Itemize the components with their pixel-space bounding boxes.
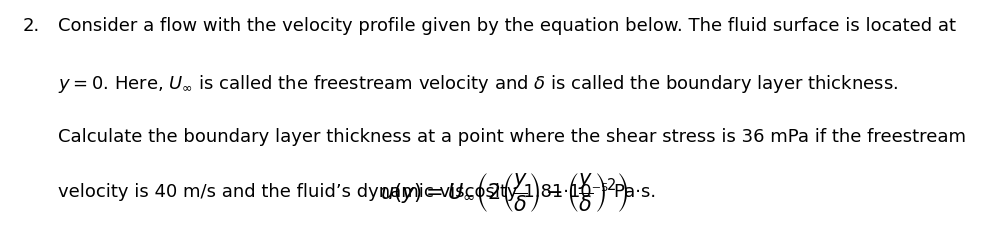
Text: $u(y) = U_{\infty}\left(2\left(\dfrac{y}{\delta}\right) - \left(\dfrac{y}{\delta: $u(y) = U_{\infty}\left(2\left(\dfrac{y}… [380,171,628,214]
Text: 2.: 2. [22,17,39,35]
Text: Calculate the boundary layer thickness at a point where the shear stress is 36 m: Calculate the boundary layer thickness a… [58,128,967,146]
Text: Consider a flow with the velocity profile given by the equation below. The fluid: Consider a flow with the velocity profil… [58,17,957,35]
Text: velocity is 40 m/s and the fluid’s dynamic viscosity 1.81·10⁻⁵ Pa·s.: velocity is 40 m/s and the fluid’s dynam… [58,183,656,201]
Text: $y = 0$. Here, $U_{\infty}$ is called the freestream velocity and $\delta$ is ca: $y = 0$. Here, $U_{\infty}$ is called th… [58,73,898,94]
